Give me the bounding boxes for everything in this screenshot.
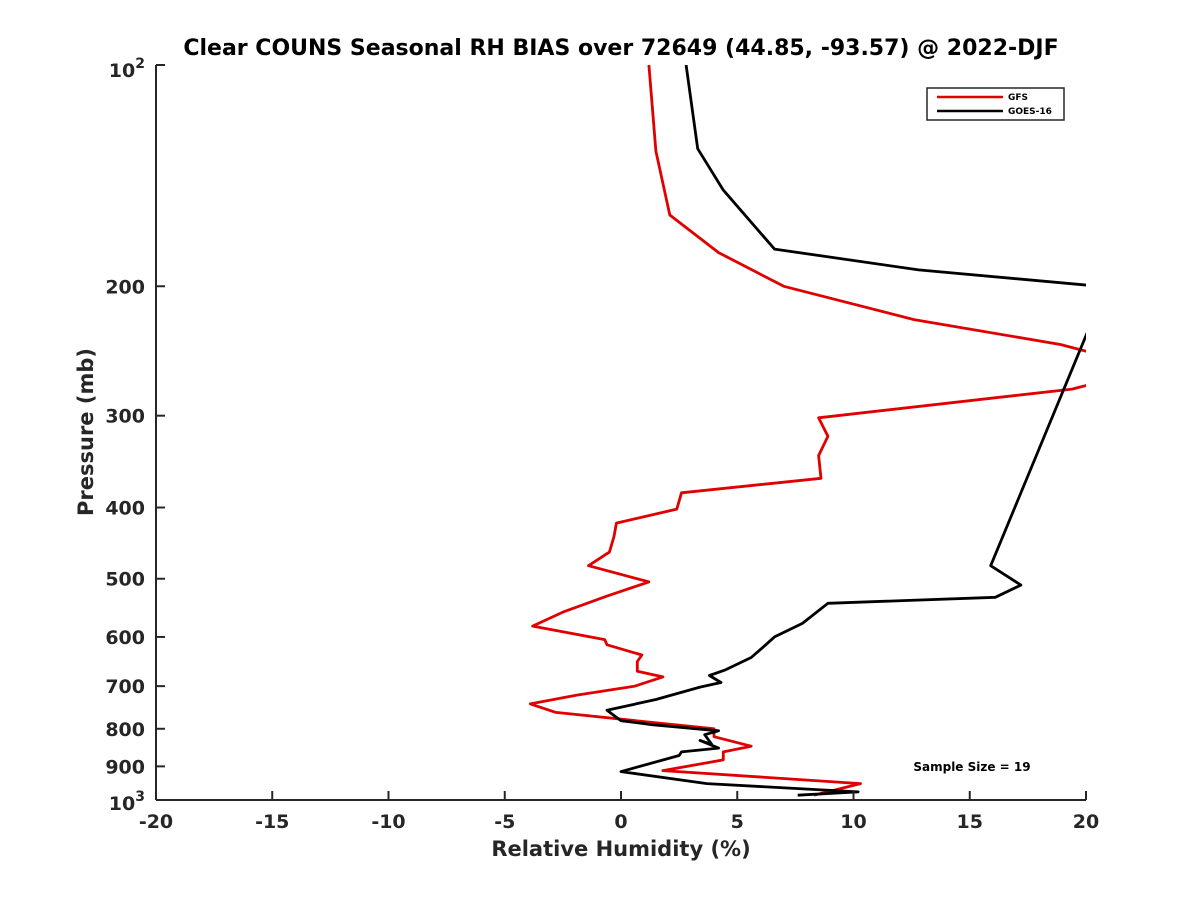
y-tick-label: 200 <box>105 276 145 298</box>
y-tick-label: 300 <box>105 406 145 428</box>
y-tick-top: 102 <box>109 56 145 82</box>
x-tick-label: 20 <box>1073 811 1099 833</box>
y-tick-label: 800 <box>105 719 145 741</box>
series-layer <box>528 65 1086 797</box>
x-tick-label: -5 <box>494 811 515 833</box>
series-line-goes16 <box>605 65 1086 797</box>
y-axis-label: Pressure (mb) <box>74 348 98 516</box>
x-tick-label: 10 <box>840 811 866 833</box>
y-tick-label: 600 <box>105 627 145 649</box>
y-tick-label-top: 102 <box>109 56 145 82</box>
series-line-gfs <box>528 65 1086 797</box>
y-tick-label: 700 <box>105 676 145 698</box>
y-tick-bottom: 103 <box>109 789 145 815</box>
x-tick-label: 5 <box>731 811 744 833</box>
y-tick-label: 400 <box>105 498 145 520</box>
y-tick-label: 900 <box>105 756 145 778</box>
x-tick-label: -10 <box>371 811 405 833</box>
chart-title: Clear COUNS Seasonal RH BIAS over 72649 … <box>183 36 1058 61</box>
y-tick-label: 500 <box>105 569 145 591</box>
y-ticks: 200 300 400 500 600 700 800 900 <box>105 64 165 801</box>
sample-size-annotation: Sample Size = 19 <box>913 760 1030 774</box>
x-axis-label: Relative Humidity (%) <box>491 837 750 861</box>
legend-label-goes16: GOES-16 <box>1008 107 1052 117</box>
legend: GFS GOES-16 <box>926 87 1065 121</box>
legend-label-gfs: GFS <box>1008 93 1028 103</box>
x-tick-label: -20 <box>139 811 173 833</box>
axes <box>155 65 1086 801</box>
x-ticks: -20 -15 -10 -5 0 5 10 15 20 <box>139 791 1099 833</box>
legend-box <box>926 87 1065 121</box>
x-tick-label: 0 <box>614 811 627 833</box>
y-tick-label-bottom: 103 <box>109 789 145 815</box>
x-tick-label: -15 <box>255 811 289 833</box>
x-tick-label: 15 <box>957 811 983 833</box>
